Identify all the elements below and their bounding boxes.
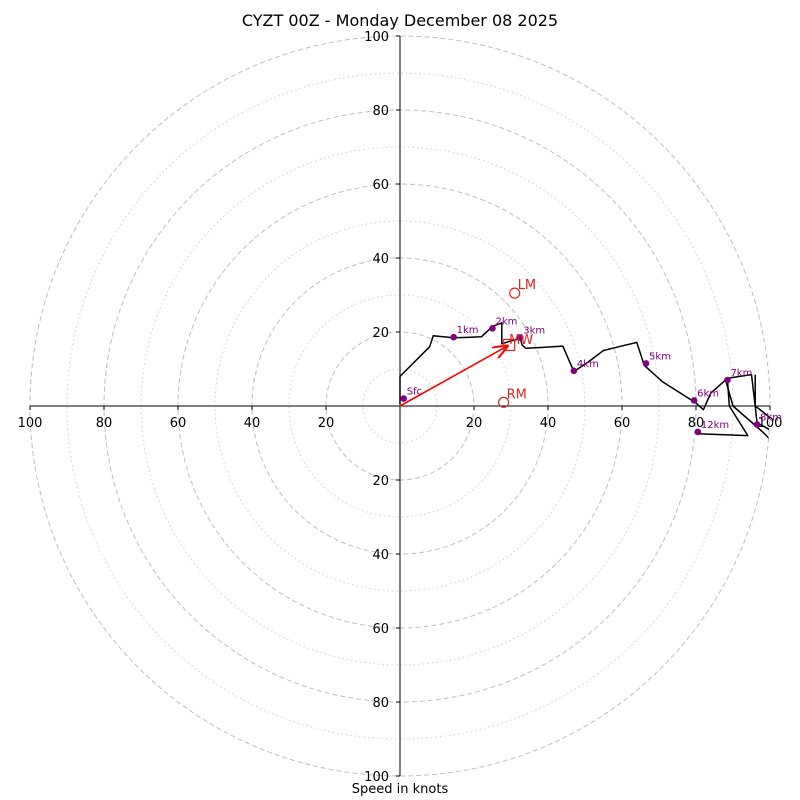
mean-wind-arrow — [399, 346, 507, 407]
height-marker-point — [690, 397, 698, 404]
x-tick-label: 60 — [170, 416, 187, 431]
mean-wind-label: MW — [509, 333, 533, 348]
y-tick-label: 100 — [364, 30, 389, 45]
height-marker-point — [516, 334, 524, 341]
x-tick-label: 20 — [318, 416, 335, 431]
left-mover-marker — [509, 287, 521, 299]
hodograph-trace — [399, 322, 770, 422]
y-tick-label: 100 — [364, 770, 389, 785]
height-marker-label: 1km — [457, 325, 479, 336]
height-marker-label: 5km — [649, 351, 671, 362]
height-marker-point — [694, 428, 702, 436]
y-tick-label: 40 — [372, 252, 389, 267]
x-axis-label: Speed in knots — [351, 782, 449, 797]
x-tick-label: 80 — [688, 416, 705, 431]
left-mover-label: LM — [518, 278, 536, 293]
hodograph-trace-upper — [754, 374, 770, 433]
y-tick-label: 80 — [372, 104, 389, 119]
right-mover-marker — [498, 396, 510, 408]
mean-wind-marker — [503, 338, 516, 352]
height-marker-point — [400, 395, 408, 402]
x-tick-label: 80 — [96, 416, 113, 431]
chart-title: CYZT 00Z - Monday December 08 2025 — [241, 11, 559, 30]
height-marker-label: 8km — [760, 413, 782, 424]
hodograph-trace-upper — [697, 380, 749, 437]
x-tick-label: 20 — [466, 416, 483, 431]
height-marker-point — [450, 333, 457, 341]
y-tick-label: 20 — [372, 326, 389, 341]
x-tick-label: 60 — [614, 416, 631, 431]
y-tick-label: 20 — [372, 474, 389, 489]
height-marker-label: 4km — [577, 359, 599, 370]
height-marker-label: 2km — [496, 316, 518, 327]
height-marker-point — [570, 367, 578, 375]
y-tick-label: 60 — [372, 622, 389, 637]
height-marker-label: 6km — [697, 388, 719, 399]
height-marker-label: 7km — [730, 368, 752, 379]
y-tick-label: 40 — [372, 548, 389, 563]
x-tick-label: 100 — [18, 416, 43, 431]
y-tick-label: 60 — [372, 178, 389, 193]
height-marker-point — [724, 376, 731, 384]
height-marker-point — [753, 421, 761, 428]
height-marker-label: Sfc — [407, 387, 422, 398]
right-mover-label: RM — [507, 387, 527, 402]
x-tick-label: 40 — [244, 416, 261, 431]
y-tick-label: 80 — [372, 696, 389, 711]
hodograph-trace-upper — [724, 379, 770, 444]
x-tick-label: 100 — [758, 416, 783, 431]
x-tick-label: 40 — [540, 416, 557, 431]
height-marker-label: 12km — [701, 420, 729, 431]
height-marker-label: 3km — [523, 326, 545, 337]
height-marker-point — [642, 360, 650, 367]
height-marker-point — [489, 325, 496, 332]
